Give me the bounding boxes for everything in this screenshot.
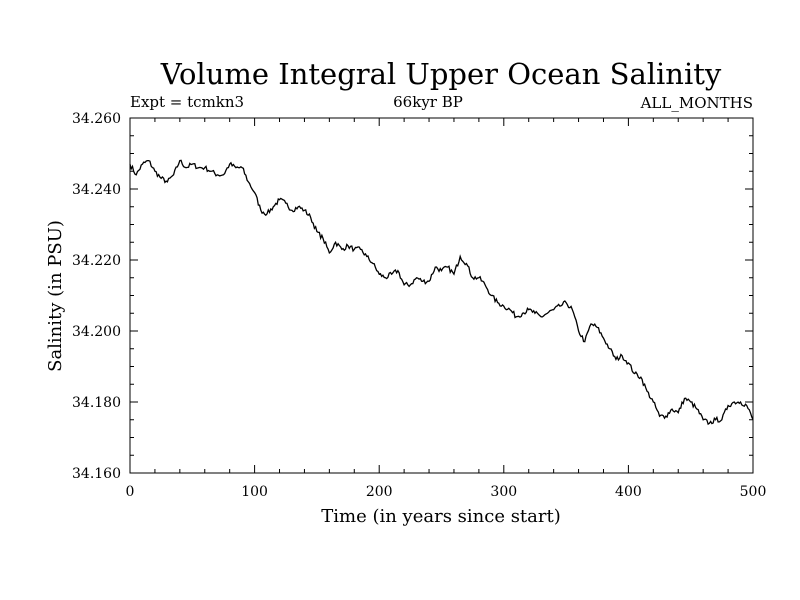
y-axis-label: Salinity (in PSU): [45, 220, 66, 372]
x-tick-label: 300: [490, 484, 517, 500]
months-label: ALL_MONTHS: [640, 94, 753, 112]
chart-title: Volume Integral Upper Ocean Salinity: [160, 57, 722, 91]
x-tick-label: 400: [615, 484, 642, 500]
y-tick-label: 34.220: [72, 253, 121, 269]
axis-ticks: [129, 117, 754, 474]
y-tick-label: 34.160: [72, 466, 121, 482]
x-tick-labels: 0 100 200 300 400 500: [126, 484, 767, 500]
x-axis-label: Time (in years since start): [321, 506, 561, 527]
period-label: 66kyr BP: [393, 93, 463, 111]
x-tick-label: 200: [366, 484, 393, 500]
y-tick-label: 34.180: [72, 395, 121, 411]
y-tick-label: 34.260: [72, 111, 121, 127]
y-tick-label: 34.200: [72, 324, 121, 340]
x-tick-label: 0: [126, 484, 135, 500]
plot-frame: [129, 117, 754, 474]
y-tick-label: 34.240: [72, 182, 121, 198]
y-tick-labels: 34.160 34.180 34.200 34.220 34.240 34.260: [72, 111, 121, 482]
experiment-label: Expt = tcmkn3: [130, 93, 244, 111]
salinity-series-line: [129, 159, 754, 426]
x-tick-label: 500: [740, 484, 767, 500]
x-tick-label: 100: [241, 484, 268, 500]
